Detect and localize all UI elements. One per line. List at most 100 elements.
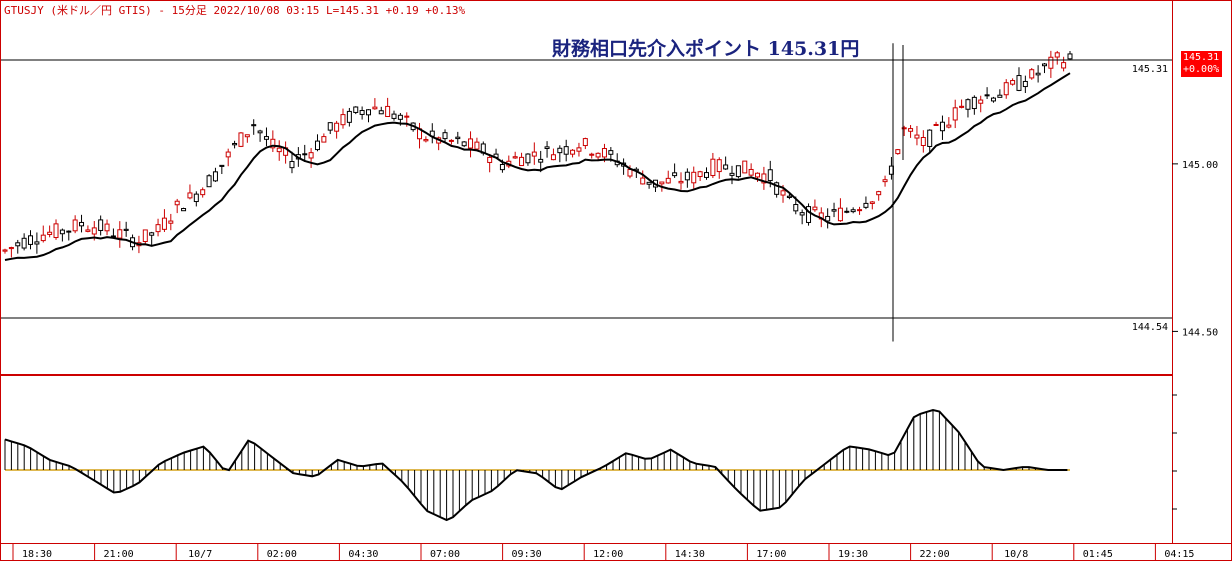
- candle-body: [665, 177, 671, 184]
- last-price-change: +0.00%: [1183, 64, 1220, 75]
- candle-body: [895, 149, 901, 155]
- candle-body: [550, 154, 556, 161]
- candle-body: [933, 123, 939, 126]
- candle-body: [742, 160, 748, 174]
- candle-body: [2, 249, 8, 252]
- price-plot: 145.31 144.54: [1, 43, 1172, 342]
- candle-body: [461, 141, 467, 147]
- candle-body: [703, 172, 709, 178]
- candle-body: [270, 138, 276, 149]
- candle-body: [627, 169, 633, 177]
- x-tick-label: 14:30: [675, 549, 705, 560]
- candle-body: [595, 152, 601, 158]
- candle-body: [659, 181, 665, 185]
- candle-body: [1029, 69, 1035, 79]
- candle-body: [1016, 75, 1022, 91]
- moving-average-line: [4, 72, 1071, 261]
- candle-body: [174, 200, 180, 206]
- candle-body: [678, 180, 684, 184]
- intervention-annotation: 財務相口先介入ポイント 145.31円: [552, 38, 860, 60]
- candle-body: [1048, 56, 1054, 69]
- candle-body: [232, 142, 238, 146]
- candle-body: [876, 191, 882, 196]
- candle-body: [850, 209, 856, 213]
- x-tick-label: 04:30: [348, 549, 378, 560]
- candle-body: [799, 212, 805, 216]
- candle-body: [927, 129, 933, 147]
- candle-body: [519, 156, 525, 167]
- candle-body: [263, 136, 269, 140]
- candle-body: [959, 105, 965, 108]
- candle-body: [576, 147, 582, 152]
- candle-body: [372, 106, 378, 110]
- candle-body: [155, 224, 161, 233]
- x-tick-label: 07:00: [430, 549, 460, 560]
- candle-body: [455, 136, 461, 140]
- candle-body: [40, 234, 46, 242]
- candle-body: [487, 156, 493, 163]
- candle-body: [697, 171, 703, 178]
- candle-body: [920, 136, 926, 146]
- candle-body: [710, 158, 716, 177]
- candle-body: [570, 149, 576, 155]
- candle-body: [767, 169, 773, 182]
- candle-body: [251, 124, 257, 127]
- candle-body: [66, 230, 72, 233]
- candle-body: [525, 153, 531, 164]
- candle-body: [327, 122, 333, 131]
- candle-body: [212, 171, 218, 182]
- x-tick-label: 19:30: [838, 549, 868, 560]
- y-tick-label: 145.00: [1182, 160, 1218, 171]
- candle-body: [193, 193, 199, 203]
- candle-body: [780, 190, 786, 196]
- x-tick-label: 18:30: [22, 549, 52, 560]
- candle-body: [952, 107, 958, 121]
- candle-body: [997, 94, 1003, 98]
- candle-body: [200, 189, 206, 196]
- candle-body: [1035, 72, 1041, 76]
- candle-body: [47, 231, 53, 235]
- candle-body: [404, 115, 410, 118]
- candle-body: [34, 241, 40, 245]
- candle-body: [939, 121, 945, 132]
- candle-body: [238, 132, 244, 147]
- candle-body: [391, 113, 397, 119]
- candle-body: [53, 223, 59, 239]
- candle-body: [448, 139, 454, 142]
- oscillator-panel-frame: [0, 375, 1173, 544]
- x-tick-label: 02:00: [267, 549, 297, 560]
- candle-body: [366, 109, 372, 116]
- candle-body: [149, 232, 155, 236]
- candle-body: [181, 208, 187, 212]
- candle-body: [946, 124, 952, 128]
- candle-body: [161, 217, 167, 230]
- candle-body: [276, 147, 282, 153]
- candle-body: [786, 195, 792, 198]
- candle-body: [244, 134, 250, 138]
- candle-body: [748, 168, 754, 176]
- candle-body: [735, 165, 741, 178]
- candle-body: [901, 127, 907, 130]
- candle-body: [334, 122, 340, 132]
- candle-body: [755, 172, 761, 178]
- candle-body: [582, 138, 588, 147]
- x-tick-label: 10/8: [1004, 549, 1028, 560]
- candle-body: [971, 96, 977, 110]
- candle-body: [538, 158, 544, 163]
- candle-body: [608, 150, 614, 155]
- candle-body: [793, 204, 799, 212]
- candle-body: [990, 97, 996, 102]
- candle-body: [512, 156, 518, 159]
- x-tick-label: 04:15: [1164, 549, 1194, 560]
- horizontal-line-label: 145.31: [1132, 64, 1168, 75]
- axes: 145.00 144.50 18:30 21:00 10/7 02:00 04:30 07:0…: [12, 160, 1218, 560]
- candle-body: [563, 146, 569, 155]
- candle-body: [142, 229, 148, 242]
- candle-body: [965, 99, 971, 110]
- candle-body: [914, 134, 920, 139]
- candle-body: [837, 207, 843, 222]
- candle-body: [117, 229, 123, 239]
- candle-body: [397, 114, 403, 120]
